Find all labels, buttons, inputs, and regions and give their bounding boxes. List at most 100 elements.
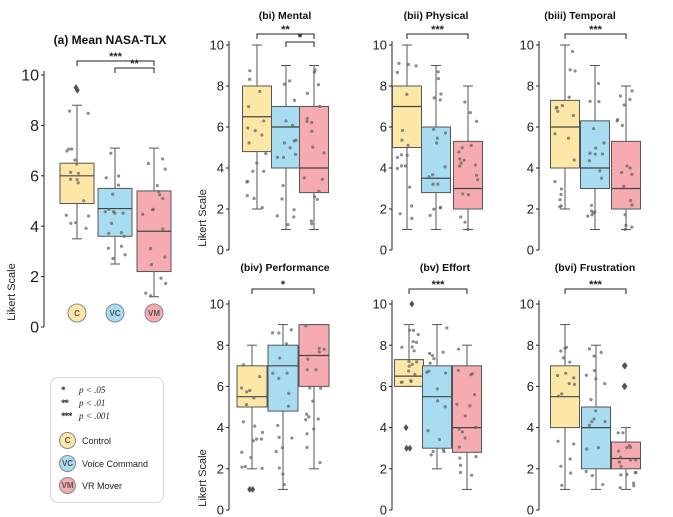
sample-point — [560, 104, 564, 108]
sample-point — [161, 196, 165, 201]
sample-point — [286, 404, 291, 408]
sample-point — [122, 234, 126, 238]
sample-point — [240, 465, 244, 469]
y-axis-label-top: Likert Scale — [197, 189, 209, 246]
sample-point — [584, 469, 588, 474]
sample-point — [596, 81, 601, 86]
sample-point — [459, 463, 463, 467]
sample-point — [592, 354, 596, 358]
sample-point — [457, 150, 461, 154]
y-tick-label-bii: 6 — [380, 120, 387, 135]
sample-point — [589, 398, 593, 402]
badge-vc: VC — [105, 303, 125, 323]
box-body — [452, 365, 482, 453]
sample-point — [164, 281, 168, 286]
sample-point — [431, 449, 435, 454]
sample-point — [86, 214, 91, 218]
sample-point — [318, 104, 322, 108]
y-tick-label-biii: 4 — [527, 161, 534, 176]
sample-point — [567, 95, 571, 99]
sample-point — [310, 222, 314, 226]
box-body — [242, 85, 272, 153]
sample-point — [457, 164, 462, 168]
y-tick-label-bii: 0 — [380, 243, 387, 258]
sample-point — [292, 215, 296, 219]
box-body — [611, 441, 641, 470]
y-tick-label-biv: 10 — [210, 297, 224, 312]
y-tick-label-biii: 2 — [527, 202, 534, 217]
box-bv-c — [394, 300, 424, 452]
sample-point — [435, 387, 439, 391]
y-tick-label-bvi: 2 — [527, 461, 534, 476]
sample-point — [436, 70, 440, 74]
sample-point — [312, 70, 316, 74]
sample-point — [316, 83, 321, 87]
panel-title-bii: (bii) Physical — [404, 10, 469, 22]
sample-point — [623, 213, 627, 217]
sample-point — [558, 205, 562, 209]
sample-point — [428, 361, 432, 365]
sample-point — [592, 127, 596, 131]
sample-point — [628, 445, 633, 449]
y-tick-label-bi: 10 — [210, 38, 224, 53]
sample-point — [456, 368, 460, 372]
outlier-point — [404, 444, 410, 452]
sample-point — [432, 207, 436, 211]
sample-point — [556, 109, 560, 113]
outlier-point — [622, 362, 628, 370]
sample-point — [587, 347, 592, 351]
box-bi-vc — [271, 65, 301, 230]
sample-point — [106, 246, 111, 250]
sample-point — [439, 92, 443, 96]
sample-point — [466, 193, 471, 197]
sample-point — [621, 431, 625, 435]
significance-label: *** — [109, 51, 123, 63]
sample-point — [251, 439, 255, 443]
sample-point — [556, 439, 560, 443]
sample-point — [407, 369, 411, 373]
sample-point — [409, 379, 413, 384]
sample-point — [302, 176, 306, 180]
legend-box: * p < .05 ** p < .01 *** p < .001 C Control … — [50, 377, 164, 503]
significance-biii-0: *** — [564, 24, 627, 39]
y-tick-label-biii: 8 — [527, 79, 534, 94]
sample-point — [149, 263, 154, 267]
sample-point — [443, 371, 448, 375]
sample-point — [473, 425, 478, 430]
sample-point — [312, 427, 316, 431]
sample-point — [571, 113, 575, 118]
sample-point — [109, 221, 114, 225]
sample-point — [414, 360, 419, 364]
sample-point — [593, 210, 597, 214]
sample-point — [634, 470, 638, 475]
sample-point — [322, 151, 326, 155]
sample-point — [436, 76, 441, 81]
sample-point — [245, 180, 249, 184]
sample-point — [470, 473, 474, 477]
sample-point — [630, 89, 634, 93]
sample-point — [249, 455, 253, 460]
sample-point — [553, 179, 557, 184]
y-tick-label-biii: 6 — [527, 120, 534, 135]
y-tick-label-bii: 10 — [373, 38, 387, 53]
sample-point — [414, 340, 419, 344]
sample-point — [411, 328, 416, 332]
significance-bracket — [564, 33, 627, 39]
sample-point — [458, 157, 462, 161]
sample-point — [400, 138, 404, 142]
sample-point — [307, 415, 311, 419]
sample-point — [395, 166, 400, 171]
legend-label-voice-command: Voice Command — [82, 458, 149, 469]
y-tick-label-bvi: 8 — [527, 338, 534, 353]
sample-point — [282, 482, 286, 487]
sample-point — [277, 435, 281, 439]
sample-point — [407, 364, 411, 368]
sample-point — [436, 182, 440, 186]
box-bii-vc — [421, 65, 451, 230]
y-tick-label-bii: 2 — [380, 202, 387, 217]
sample-point — [410, 204, 414, 208]
sample-point — [271, 371, 275, 375]
legend-sig-2: ** p < .01 — [61, 398, 105, 408]
sample-point — [463, 414, 467, 418]
significance-bracket — [564, 288, 627, 294]
